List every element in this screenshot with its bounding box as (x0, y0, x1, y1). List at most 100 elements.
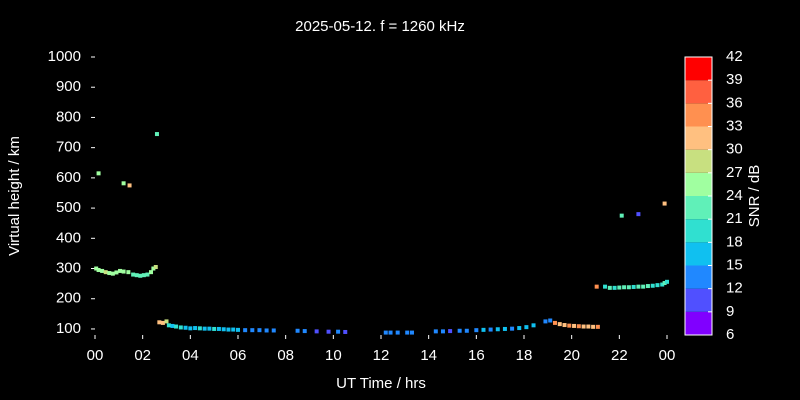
colorbar-band (685, 57, 712, 81)
point (127, 183, 132, 188)
x-tick-label: 14 (420, 347, 437, 364)
colorbar-band (685, 242, 712, 266)
point (178, 325, 183, 330)
colorbar-band (685, 172, 712, 196)
colorbar-tick-label: 36 (726, 94, 743, 111)
y-tick-label: 900 (56, 78, 81, 95)
point (114, 270, 119, 275)
point (212, 326, 217, 331)
y-axis-label: Virtual height / km (6, 136, 23, 256)
point (231, 327, 236, 332)
point (395, 330, 400, 335)
point (586, 324, 591, 329)
point (548, 318, 553, 323)
point (314, 329, 319, 334)
colorbar-band (685, 196, 712, 220)
point (160, 320, 165, 325)
x-tick-label: 02 (134, 347, 151, 364)
point (531, 323, 536, 328)
point (336, 329, 341, 334)
point (138, 273, 143, 278)
point (457, 328, 462, 333)
point (552, 320, 557, 325)
point (567, 323, 572, 328)
y-tick-label: 800 (56, 108, 81, 125)
point (641, 284, 646, 289)
point (193, 326, 198, 331)
point (96, 171, 101, 176)
point (202, 326, 207, 331)
colorbar-band (685, 219, 712, 243)
point (440, 329, 445, 334)
point (197, 326, 202, 331)
point (302, 329, 307, 334)
point (557, 322, 562, 327)
y-tick-label: 400 (56, 229, 81, 246)
point (388, 330, 393, 335)
y-tick-label: 700 (56, 139, 81, 156)
colorbar-band (685, 126, 712, 150)
point (236, 327, 240, 332)
point (612, 285, 617, 290)
point (619, 213, 624, 218)
point (581, 324, 586, 329)
x-tick-label: 00 (659, 347, 676, 364)
colorbar-tick-label: 21 (726, 210, 743, 227)
y-tick-label: 100 (56, 320, 81, 337)
point (631, 284, 636, 289)
point (576, 324, 581, 329)
point (645, 284, 650, 289)
point (383, 330, 388, 335)
point (448, 329, 453, 334)
point (660, 282, 665, 287)
point (141, 273, 146, 278)
point (166, 323, 171, 328)
colorbar-band (685, 149, 712, 173)
colorbar-tick-label: 30 (726, 141, 743, 158)
colorbar-tick-label: 12 (726, 280, 743, 297)
point (662, 201, 667, 206)
point (94, 266, 99, 271)
point (662, 281, 667, 286)
colorbar-tick-label: 15 (726, 256, 743, 273)
point (145, 272, 150, 277)
y-tick-label: 200 (56, 290, 81, 307)
point (134, 273, 139, 278)
point (543, 319, 548, 324)
colorbar-tick-label: 42 (726, 48, 743, 65)
point (257, 328, 262, 333)
point (118, 268, 123, 273)
point (107, 271, 112, 276)
point (174, 324, 179, 329)
y-tick-label: 300 (56, 259, 81, 276)
point (591, 324, 596, 329)
point (433, 329, 438, 334)
point (216, 326, 221, 331)
point (562, 323, 567, 328)
colorbar-label: SNR / dB (746, 165, 763, 228)
point (481, 327, 486, 332)
point (603, 284, 608, 289)
x-tick-label: 00 (87, 347, 104, 364)
point (607, 285, 612, 290)
point (295, 328, 300, 333)
point (326, 329, 331, 334)
colorbar-band (685, 103, 712, 127)
point (474, 328, 479, 333)
x-tick-label: 06 (230, 347, 247, 364)
point (157, 320, 162, 325)
x-axis-label: UT Time / hrs (336, 375, 426, 392)
point (572, 323, 577, 328)
colorbar-tick-label: 18 (726, 233, 743, 250)
point (665, 279, 669, 284)
point (495, 327, 500, 332)
point (151, 266, 156, 271)
x-tick-label: 04 (182, 347, 199, 364)
point (188, 326, 193, 331)
x-tick-label: 22 (611, 347, 628, 364)
colorbar-tick-label: 6 (726, 326, 734, 343)
point (594, 284, 599, 289)
